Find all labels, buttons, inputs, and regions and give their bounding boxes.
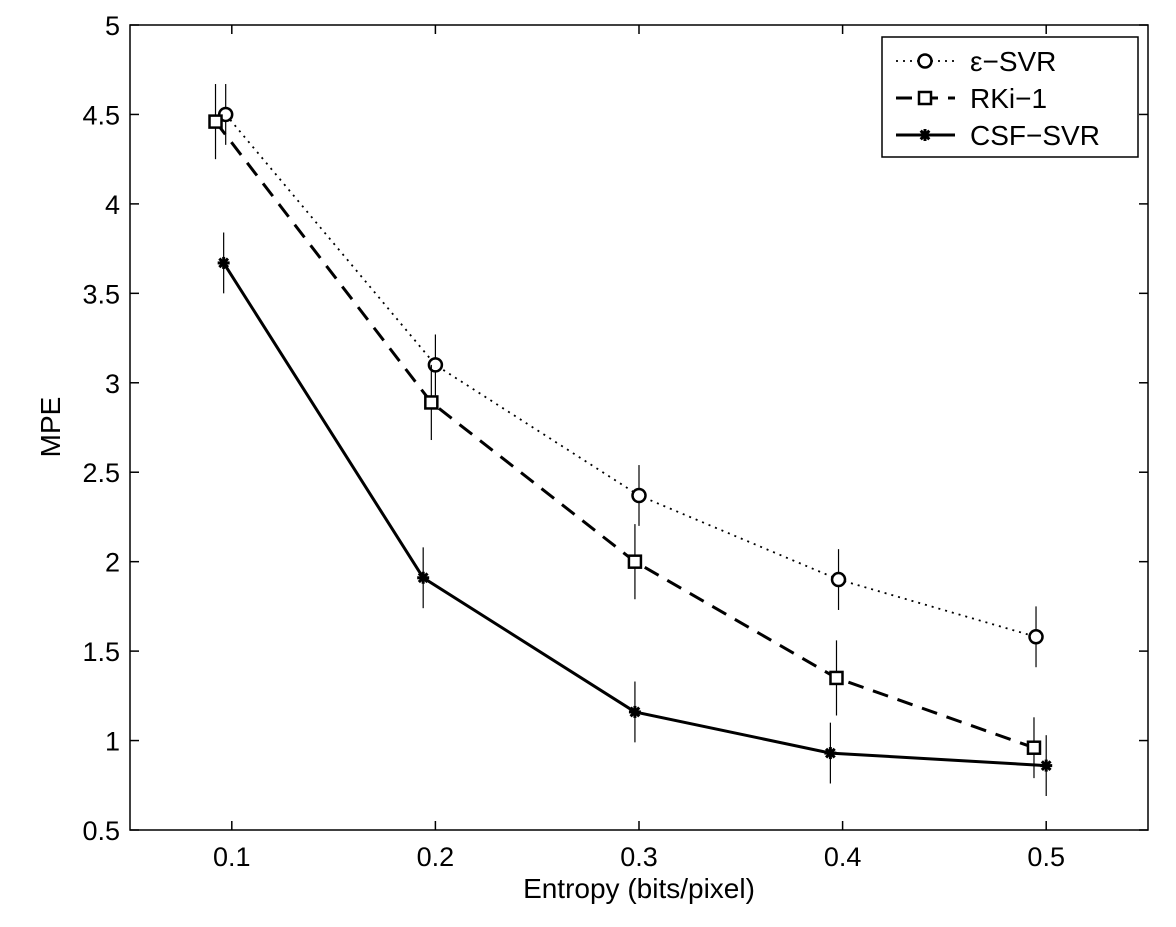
y-tick-label: 2.5: [82, 458, 120, 488]
star-center: [220, 259, 228, 267]
star-center: [631, 708, 639, 716]
y-tick-label: 0.5: [82, 816, 120, 846]
legend-marker-square: [917, 90, 933, 106]
legend-marker-circle: [917, 53, 933, 69]
y-tick-label: 4.5: [82, 100, 120, 130]
star-center: [419, 574, 427, 582]
legend-marker-star: [919, 129, 931, 141]
data-point-circle: [830, 571, 847, 588]
x-tick-label: 0.1: [213, 842, 251, 872]
legend-label: CSF−SVR: [970, 120, 1100, 151]
legend-label: ε−SVR: [970, 46, 1056, 77]
data-point-square: [208, 114, 223, 129]
y-tick-label: 1.5: [82, 637, 120, 667]
data-point-star: [824, 747, 837, 760]
data-point-square: [627, 554, 643, 569]
x-tick-label: 0.4: [824, 842, 862, 872]
data-point-square: [829, 670, 844, 686]
y-tick-label: 2: [105, 548, 120, 578]
data-point-square: [1026, 740, 1042, 755]
plot-area: [129, 24, 1149, 831]
data-point-star: [628, 705, 641, 718]
x-tick-label: 0.2: [417, 842, 455, 872]
data-point-circle: [1028, 629, 1044, 645]
legend-label: RKi−1: [970, 83, 1047, 114]
y-tick-label: 3.5: [82, 279, 120, 309]
x-tick-label: 0.5: [1027, 842, 1065, 872]
y-tick-label: 1: [105, 727, 120, 757]
data-point-star: [417, 571, 430, 584]
data-point-circle: [427, 357, 444, 373]
axis-ticks: 0.1 0.2 0.3 0.4 0.5 0.5 1 1.5 2 2.5 3 3.5 4 4.5 5: [82, 11, 1148, 872]
y-tick-label: 3: [105, 369, 120, 399]
star-center: [921, 131, 929, 139]
data-point-star: [1040, 759, 1053, 772]
series-layer: [208, 84, 1053, 797]
data-point-square: [424, 395, 439, 410]
y-tick-label: 5: [105, 11, 120, 41]
data-point-circle: [631, 487, 647, 504]
data-point-star: [217, 256, 230, 269]
star-center: [1042, 762, 1050, 770]
star-center: [826, 749, 834, 757]
legend: ε−SVR RKi−1 CSF−SVR: [881, 36, 1139, 158]
x-axis-label: Entropy (bits/pixel): [523, 873, 755, 904]
y-tick-label: 4: [105, 190, 120, 220]
x-tick-label: 0.3: [620, 842, 658, 872]
y-axis-label: MPE: [35, 397, 66, 458]
